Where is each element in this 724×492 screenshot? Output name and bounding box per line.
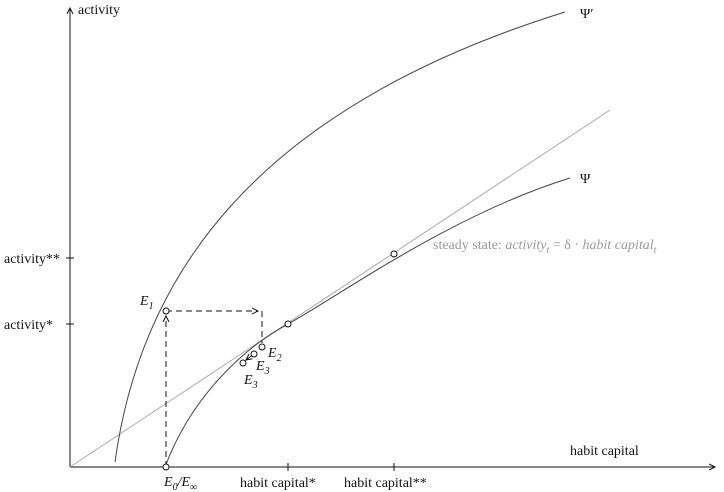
point-label: E0/E∞ (163, 475, 197, 492)
psi-curve (164, 177, 571, 468)
psi-prime-curve (114, 11, 566, 463)
point (390, 250, 398, 258)
point (162, 307, 170, 315)
point-label: E2 (267, 346, 282, 364)
steady-state-line (69, 109, 611, 468)
point (162, 463, 170, 471)
curve-label: Ψ (580, 172, 591, 187)
x-axis-label: habit capital (570, 444, 639, 459)
steady-state-label: steady state: activityt = δ · habit capi… (433, 238, 657, 256)
point-label: E3 (243, 373, 258, 391)
curve-label: Ψ′ (580, 7, 593, 22)
points (162, 250, 398, 471)
point-label: E1 (139, 294, 154, 312)
x-tick-label: habit capital* (240, 476, 316, 491)
point (258, 343, 266, 351)
x-tick-label: habit capital** (344, 476, 427, 491)
point (284, 320, 292, 328)
point (250, 350, 258, 358)
point (239, 359, 247, 367)
y-axis-label: activity (78, 3, 120, 18)
point-label: E3 (255, 359, 270, 377)
y-tick-label: activity* (4, 318, 53, 333)
y-tick-label: activity** (4, 252, 60, 267)
